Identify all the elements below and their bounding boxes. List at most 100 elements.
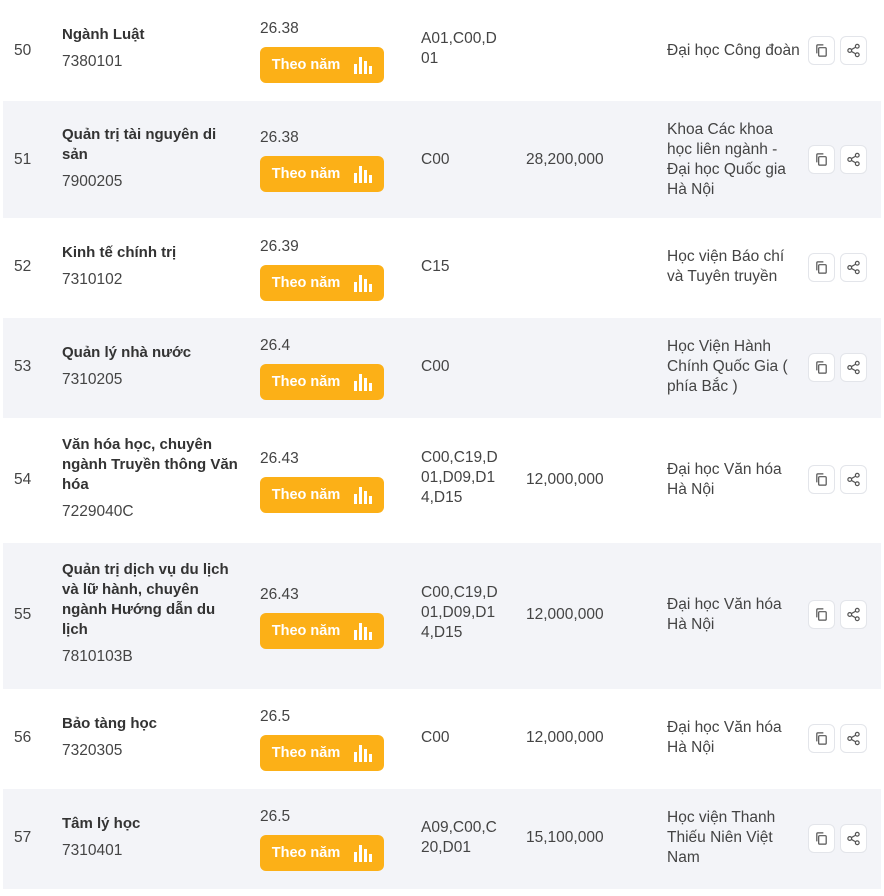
subject-combination: A01,C00,D01 [421,30,497,67]
score-cell: 26.43 Theo năm [260,449,390,513]
yearly-chart-button[interactable]: Theo năm [260,735,384,771]
tuition-fee: 15,100,000 [526,829,604,846]
yearly-chart-button-label: Theo năm [271,57,341,73]
copy-button[interactable] [808,724,835,753]
copy-icon [814,831,829,846]
yearly-chart-button-label: Theo năm [271,166,341,182]
major-code: 7310401 [62,842,123,859]
yearly-chart-button[interactable]: Theo năm [260,156,384,192]
score-cell: 26.4 Theo năm [260,336,390,400]
row-actions [808,824,872,854]
yearly-chart-button-label: Theo năm [271,745,341,761]
share-button[interactable] [840,465,867,494]
copy-button[interactable] [808,353,835,382]
yearly-chart-button[interactable]: Theo năm [260,47,384,83]
score-value: 26.4 [260,337,291,354]
major-cell: Quản trị dịch vụ du lịch và lữ hành, chu… [62,560,244,667]
major-cell: Quản trị tài nguyên di sản 7900205 [62,125,244,192]
score-cell: 26.5 Theo năm [260,807,390,871]
score-cell: 26.43 Theo năm [260,585,390,649]
copy-icon [814,607,829,622]
bar-chart-icon [354,274,373,292]
school-name: Học viện Thanh Thiếu Niên Việt Nam [667,809,776,866]
row-index: 52 [14,258,32,275]
yearly-chart-button[interactable]: Theo năm [260,477,384,513]
major-name: Tâm lý học [62,815,141,832]
table-row: 57 Tâm lý học 7310401 26.5 Theo năm A09,C00,C… [3,789,881,889]
major-cell: Ngành Luật 7380101 [62,25,244,72]
major-code: 7310205 [62,371,123,388]
copy-icon [814,360,829,375]
yearly-chart-button[interactable]: Theo năm [260,613,384,649]
school-name: Đại học Văn hóa Hà Nội [667,461,782,498]
share-button[interactable] [840,36,867,65]
copy-icon [814,260,829,275]
table-row: 52 Kinh tế chính trị 7310102 26.39 Theo năm C… [3,218,881,318]
subject-combination: C00 [421,729,450,746]
copy-button[interactable] [808,145,835,174]
share-icon [846,152,861,167]
subject-combination: C00,C19,D01,D09,D14,D15 [421,449,498,506]
row-actions [808,253,872,283]
score-value: 26.5 [260,808,291,825]
major-name: Bảo tàng học [62,715,158,732]
copy-button[interactable] [808,824,835,853]
bar-chart-icon [354,373,373,391]
tuition-fee: 12,000,000 [526,606,604,623]
yearly-chart-button[interactable]: Theo năm [260,364,384,400]
school-name: Khoa Các khoa học liên ngành - Đại học Q… [667,121,786,198]
score-value: 26.43 [260,586,299,603]
school-name: Đại học Công đoàn [667,42,800,59]
major-code: 7320305 [62,742,123,759]
major-name: Quản trị dịch vụ du lịch và lữ hành, chu… [62,561,229,638]
share-icon [846,360,861,375]
yearly-chart-button[interactable]: Theo năm [260,265,384,301]
yearly-chart-button-label: Theo năm [271,275,341,291]
score-cell: 26.38 Theo năm [260,19,390,83]
major-name: Ngành Luật [62,26,145,43]
table-row: 56 Bảo tàng học 7320305 26.5 Theo năm C00 12,0… [3,689,881,789]
score-value: 26.43 [260,450,299,467]
share-button[interactable] [840,724,867,753]
share-icon [846,607,861,622]
row-index: 55 [14,606,32,623]
yearly-chart-button[interactable]: Theo năm [260,835,384,871]
yearly-chart-button-label: Theo năm [271,374,341,390]
score-cell: 26.38 Theo năm [260,128,390,192]
share-button[interactable] [840,353,867,382]
copy-button[interactable] [808,600,835,629]
major-name: Kinh tế chính trị [62,244,177,261]
major-cell: Quản lý nhà nước 7310205 [62,343,244,390]
row-index: 53 [14,358,32,375]
copy-icon [814,43,829,58]
bar-chart-icon [354,165,373,183]
major-name: Quản trị tài nguyên di sản [62,126,217,163]
yearly-chart-button-label: Theo năm [271,487,341,503]
row-actions [808,724,872,754]
major-name: Văn hóa học, chuyên ngành Truyền thông V… [62,436,238,493]
row-index: 54 [14,471,32,488]
share-button[interactable] [840,145,867,174]
share-button[interactable] [840,253,867,282]
major-code: 7310102 [62,271,123,288]
row-actions [808,600,872,630]
copy-button[interactable] [808,36,835,65]
subject-combination: A09,C00,C20,D01 [421,819,497,856]
major-code: 7810103B [62,648,133,665]
school-name: Học Viện Hành Chính Quốc Gia ( phía Bắc … [667,338,788,395]
row-index: 57 [14,829,32,846]
tuition-fee: 12,000,000 [526,471,604,488]
share-button[interactable] [840,600,867,629]
copy-button[interactable] [808,253,835,282]
school-name: Đại học Văn hóa Hà Nội [667,596,782,633]
row-actions [808,145,872,175]
copy-icon [814,152,829,167]
copy-button[interactable] [808,465,835,494]
table-row: 54 Văn hóa học, chuyên ngành Truyền thông… [3,418,881,543]
table-row: 50 Ngành Luật 7380101 26.38 Theo năm A01,C00,… [3,0,881,101]
bar-chart-icon [354,622,373,640]
share-button[interactable] [840,824,867,853]
score-cell: 26.5 Theo năm [260,707,390,771]
score-value: 26.5 [260,708,291,725]
subject-combination: C00 [421,151,450,168]
